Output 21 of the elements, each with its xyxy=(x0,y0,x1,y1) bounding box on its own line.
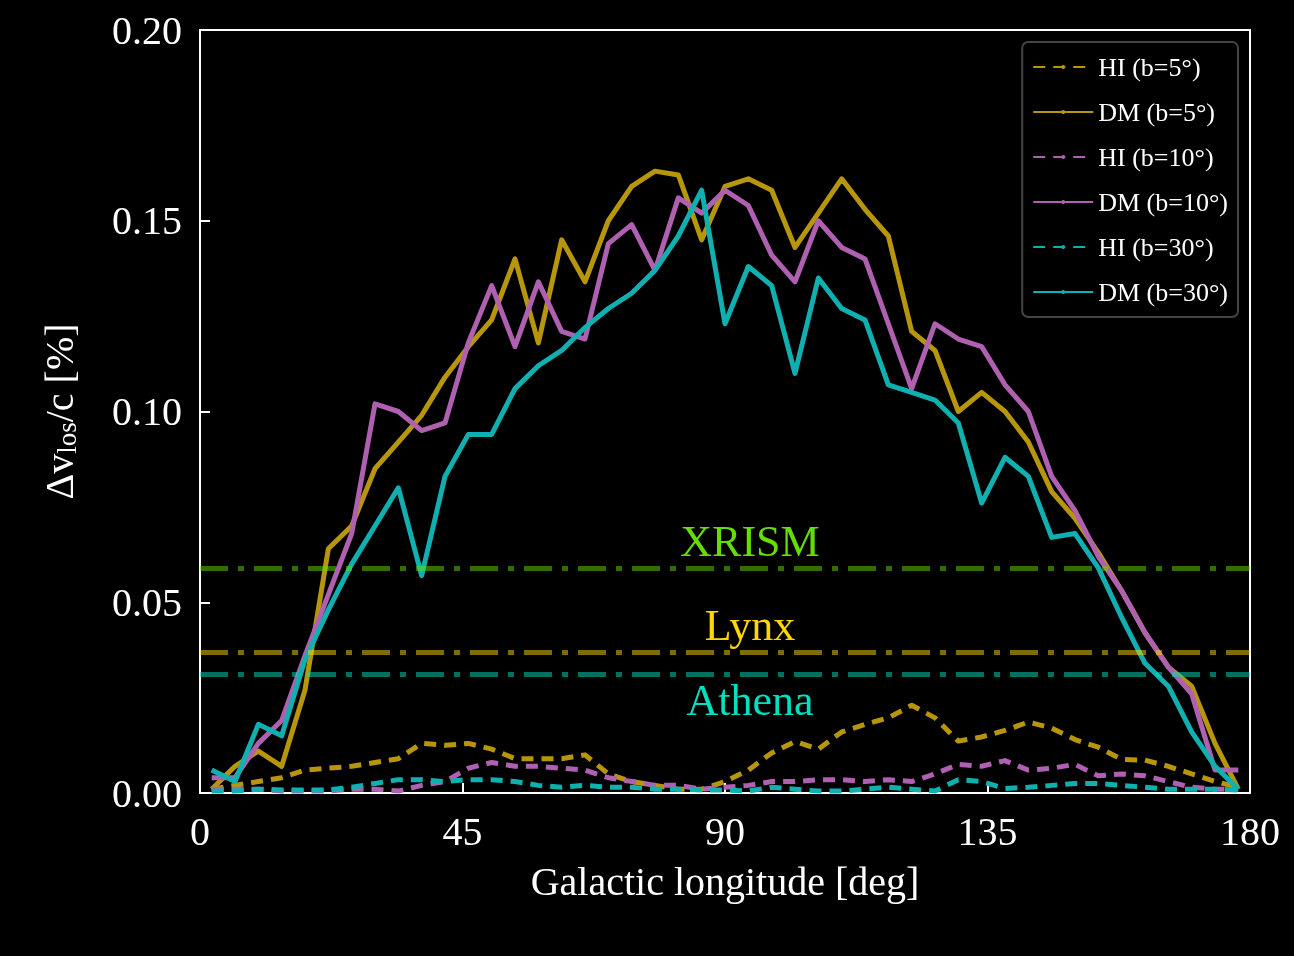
y-tick-label: 0.00 xyxy=(112,770,182,816)
x-tick-label: 180 xyxy=(1220,808,1280,854)
legend-label: HI (b=30°) xyxy=(1098,232,1214,262)
y-tick-label: 0.15 xyxy=(112,198,182,244)
x-tick-label: 45 xyxy=(442,808,483,854)
x-tick-label: 0 xyxy=(190,808,210,854)
ref-line-label: Lynx xyxy=(704,601,796,651)
ref-line-label: Athena xyxy=(686,676,814,726)
x-tick-label: 90 xyxy=(705,808,745,854)
y-tick-label: 0.20 xyxy=(112,7,182,53)
legend-label: HI (b=10°) xyxy=(1098,142,1214,172)
legend-label: DM (b=5°) xyxy=(1098,97,1216,127)
ref-line-label: XRISM xyxy=(680,517,820,567)
x-tick-label: 135 xyxy=(957,808,1018,854)
legend-label: DM (b=30°) xyxy=(1098,277,1229,307)
y-axis-title: Δvlos/c [%] xyxy=(37,323,82,500)
x-axis-title: Galactic longitude [deg] xyxy=(530,858,920,904)
y-tick-label: 0.05 xyxy=(112,579,182,625)
legend-label: DM (b=10°) xyxy=(1098,187,1229,217)
y-tick-label: 0.10 xyxy=(112,389,182,434)
legend-label: HI (b=5°) xyxy=(1098,52,1201,82)
